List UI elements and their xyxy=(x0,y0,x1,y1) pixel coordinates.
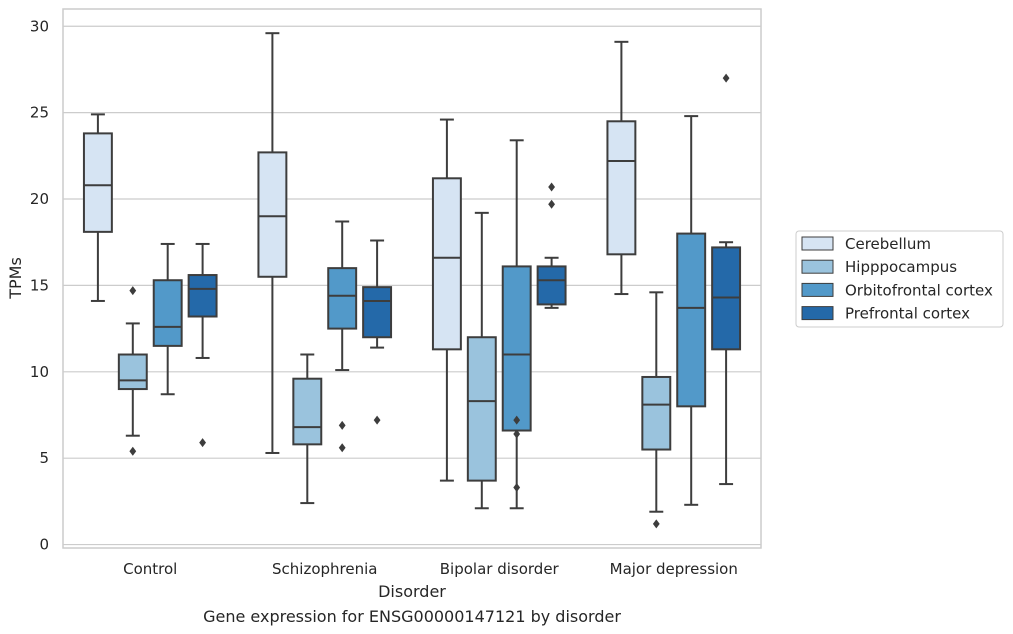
box-orbitofrontal-cortex xyxy=(152,242,183,396)
legend-label: Cerebellum xyxy=(845,235,931,253)
box-iqr xyxy=(327,267,358,330)
legend-frame xyxy=(795,230,1004,328)
legend: Cerebellum Hipppocampus Orbitofrontal cort… xyxy=(795,230,1004,328)
x-axis-label: Disorder xyxy=(378,582,446,601)
legend-swatch xyxy=(801,259,834,274)
box-iqr xyxy=(501,265,532,432)
legend-label: Orbitofrontal cortex xyxy=(845,281,993,299)
box-iqr xyxy=(292,377,323,446)
box-cerebellum xyxy=(606,40,637,296)
plot-frame xyxy=(62,8,762,549)
outlier-point xyxy=(513,483,521,493)
legend-label: Prefrontal cortex xyxy=(845,305,970,323)
box-hipppocampus xyxy=(292,353,323,505)
box-orbitofrontal-cortex xyxy=(327,220,358,453)
outlier-point xyxy=(129,446,137,456)
y-axis-label: TPMs xyxy=(6,257,25,300)
outlier-point xyxy=(548,199,555,209)
box-iqr xyxy=(641,375,672,451)
box-iqr xyxy=(676,232,707,408)
box-iqr xyxy=(257,151,288,278)
box-hipppocampus xyxy=(466,211,497,510)
box-iqr xyxy=(466,336,497,482)
box-hipppocampus xyxy=(117,286,148,456)
box-hipppocampus xyxy=(641,291,672,529)
box-iqr xyxy=(362,286,393,339)
x-tick-label: Bipolar disorder xyxy=(440,560,560,578)
legend-label: Hipppocampus xyxy=(845,258,957,276)
outlier-point xyxy=(652,519,660,529)
outlier-point xyxy=(199,438,206,448)
y-tick-labels: 0 5 10 15 20 25 30 xyxy=(30,17,49,553)
x-tick-labels: Control Schizophrenia Bipolar disorder Majo… xyxy=(123,560,738,578)
legend-swatch xyxy=(801,306,834,321)
outlier-point xyxy=(373,415,381,425)
box-cerebellum xyxy=(257,32,288,454)
y-tick-label: 20 xyxy=(30,190,49,208)
x-tick-label: Control xyxy=(123,560,177,578)
outlier-point xyxy=(338,443,346,453)
outlier-point xyxy=(722,73,730,83)
box-iqr xyxy=(606,120,637,256)
box-prefrontal-cortex xyxy=(536,182,567,309)
legend-swatch xyxy=(801,282,834,297)
legend-items: Cerebellum Hipppocampus Orbitofrontal cort… xyxy=(801,235,993,323)
box-cerebellum xyxy=(82,113,113,302)
x-tick-label: Schizophrenia xyxy=(272,560,377,578)
plot-area xyxy=(82,32,742,529)
box-iqr xyxy=(82,132,113,233)
y-tick-label: 10 xyxy=(30,363,49,381)
outlier-point xyxy=(338,420,346,430)
y-tick-label: 30 xyxy=(30,17,49,35)
box-iqr xyxy=(187,274,218,318)
outlier-point xyxy=(548,182,555,192)
legend-swatch xyxy=(801,236,834,251)
figure-caption: Gene expression for ENSG00000147121 by d… xyxy=(203,607,621,626)
y-tick-label: 25 xyxy=(30,104,49,122)
box-iqr xyxy=(117,353,148,391)
box-orbitofrontal-cortex xyxy=(676,115,707,506)
box-cerebellum xyxy=(431,118,462,482)
y-tick-label: 5 xyxy=(39,449,49,467)
outlier-point xyxy=(513,415,521,425)
y-tick-label: 15 xyxy=(30,276,49,294)
box-iqr xyxy=(431,177,462,351)
y-tick-label: 0 xyxy=(39,536,49,554)
outlier-point xyxy=(129,286,137,296)
box-iqr xyxy=(152,279,183,347)
x-tick-label: Major depression xyxy=(610,560,738,578)
box-prefrontal-cortex xyxy=(187,242,218,448)
box-iqr xyxy=(536,265,567,306)
box-orbitofrontal-cortex xyxy=(501,139,532,510)
outlier-point xyxy=(513,429,521,439)
box-prefrontal-cortex xyxy=(362,239,393,425)
box-prefrontal-cortex xyxy=(711,73,742,486)
